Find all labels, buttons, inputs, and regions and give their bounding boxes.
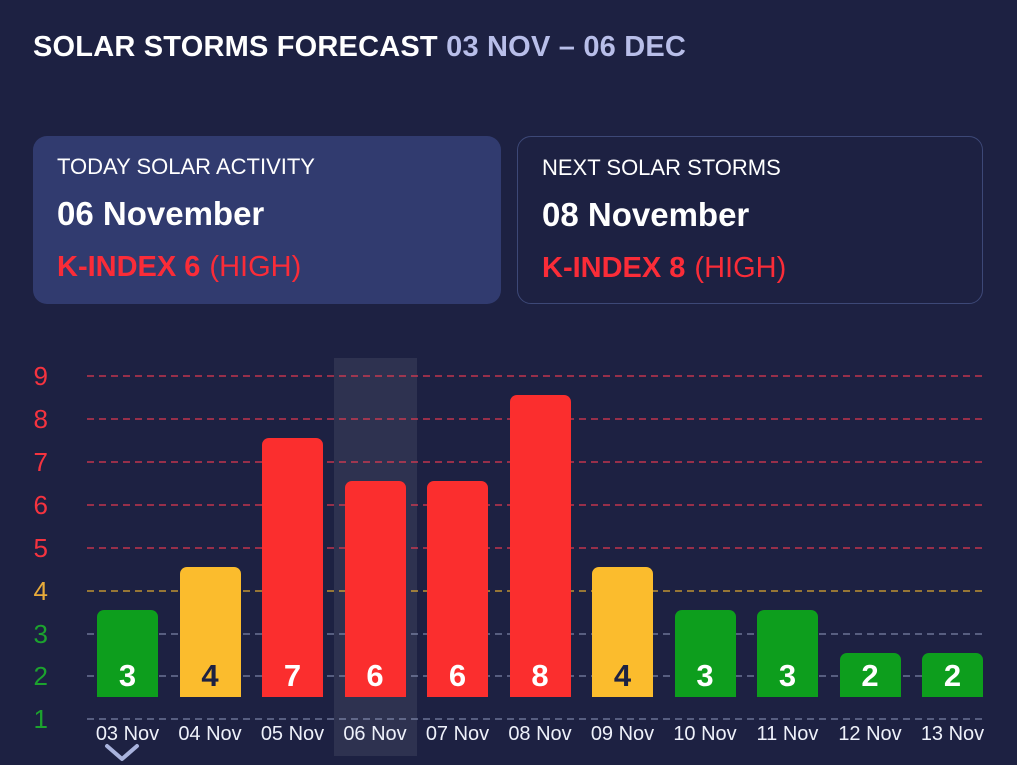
bar-04-nov[interactable]: 4 [179,566,241,697]
x-axis-label-04-nov: 04 Nov [178,723,242,745]
y-axis-tick-8: 8 [33,404,48,434]
x-axis-label-05-nov: 05 Nov [260,723,325,745]
x-axis-label-09-nov: 09 Nov [590,723,655,745]
x-axis-label-06-nov: 06 Nov [343,723,407,745]
next-solar-storms-card: NEXT SOLAR STORMS 08 November K-INDEX 8(… [517,136,983,304]
x-axis-label-08-nov: 08 Nov [508,723,572,745]
bar-value-label-12-nov: 2 [861,657,879,693]
x-axis-label-03-nov: 03 Nov [95,723,160,745]
bar-12-nov[interactable]: 2 [839,652,901,697]
bar-08-nov[interactable]: 8 [509,395,571,697]
bar-value-label-11-nov: 3 [778,657,797,693]
chevron-down-icon [105,744,139,761]
today-kindex-severity: (HIGH) [209,251,302,283]
today-card-kindex: K-INDEX 6 (HIGH) [57,250,477,284]
page-title-main: SOLAR STORMS FORECAST [33,31,438,63]
x-axis-label-10-nov: 10 Nov [673,723,737,745]
page-title-date-range: 03 NOV – 06 DEC [446,31,687,63]
bar-03-nov[interactable]: 3 [97,609,158,697]
bar-value-label-10-nov: 3 [696,657,714,693]
gridline-y9 [87,375,987,378]
next-card-label: NEXT SOLAR STORMS [542,155,781,180]
bar-value-label-13-nov: 2 [943,657,962,693]
y-axis-tick-3: 3 [33,618,48,649]
y-axis-tick-9: 9 [33,361,48,392]
bar-value-label-09-nov: 4 [613,657,632,693]
bar-06-nov[interactable]: 6 [344,481,406,697]
bar-11-nov[interactable]: 3 [757,609,818,697]
today-kindex-value: K-INDEX 6 [57,251,201,283]
x-axis-label-07-nov: 07 Nov [425,723,490,745]
bar-value-label-05-nov: 7 [283,657,302,693]
page-title: SOLAR STORMS FORECAST 03 NOV – 06 DEC [33,28,686,66]
bar-09-nov[interactable]: 4 [592,566,653,697]
y-axis-tick-5: 5 [33,532,48,563]
bar-value-label-03-nov: 3 [118,657,137,693]
next-kindex-value: K-INDEX 8 [542,252,686,284]
x-axis-label-13-nov: 13 Nov [920,723,985,745]
gridline-y1 [87,718,987,721]
y-axis-tick-7: 7 [33,446,48,477]
y-axis-tick-6: 6 [33,489,48,520]
next-kindex-severity: (HIGH) [694,252,787,284]
bar-10-nov[interactable]: 3 [674,609,736,697]
bar-value-label-06-nov: 6 [366,658,384,693]
bar-value-label-07-nov: 6 [448,658,467,693]
bar-13-nov[interactable]: 2 [922,652,983,697]
today-card-label: TODAY SOLAR ACTIVITY [57,154,315,179]
y-axis-tick-4: 4 [33,575,48,606]
next-card-kindex: K-INDEX 8 (HIGH) [542,251,958,285]
x-axis-label-12-nov: 12 Nov [838,723,902,745]
today-card-date: 06 November [57,195,265,232]
y-axis-tick-2: 2 [33,661,48,692]
y-axis-tick-1: 1 [33,704,48,735]
bar-07-nov[interactable]: 6 [427,481,488,697]
today-solar-activity-card: TODAY SOLAR ACTIVITY 06 November K-INDEX… [33,136,501,304]
bar-05-nov[interactable]: 7 [262,438,323,697]
bar-value-label-04-nov: 4 [201,657,219,693]
x-axis-label-11-nov: 11 Nov [756,723,819,745]
next-card-date: 08 November [542,196,750,233]
bar-value-label-08-nov: 8 [531,657,549,693]
